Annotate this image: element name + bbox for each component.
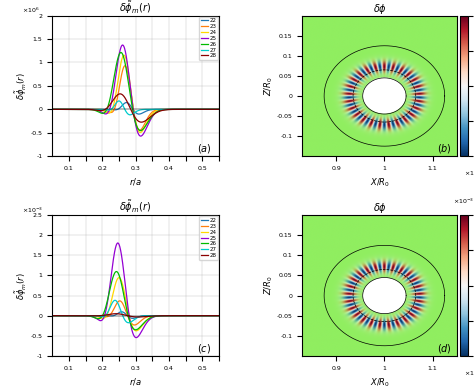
Text: $\times 10^6$: $\times 10^6$ bbox=[465, 368, 474, 378]
X-axis label: $r/a$: $r/a$ bbox=[129, 176, 142, 187]
Title: $\delta\phi$: $\delta\phi$ bbox=[373, 201, 387, 215]
Legend: 22, 23, 24, 25, 26, 27, 28: 22, 23, 24, 25, 26, 27, 28 bbox=[199, 17, 218, 60]
Text: $\times 10^{-3}$: $\times 10^{-3}$ bbox=[453, 197, 474, 206]
Text: $(b)$: $(b)$ bbox=[437, 142, 452, 156]
X-axis label: $X/R_0$: $X/R_0$ bbox=[370, 176, 390, 189]
Text: $(c)$: $(c)$ bbox=[197, 342, 211, 355]
Y-axis label: $Z/R_0$: $Z/R_0$ bbox=[263, 276, 275, 296]
Text: $(d)$: $(d)$ bbox=[437, 342, 452, 355]
Title: $\delta\tilde{\phi}_m(r)$: $\delta\tilde{\phi}_m(r)$ bbox=[119, 0, 152, 16]
X-axis label: $r/a$: $r/a$ bbox=[129, 376, 142, 387]
Title: $\delta\tilde{\phi}_m(r)$: $\delta\tilde{\phi}_m(r)$ bbox=[119, 198, 152, 215]
Title: $\delta\phi$: $\delta\phi$ bbox=[373, 2, 387, 16]
Text: $\times 10^{-3}$: $\times 10^{-3}$ bbox=[22, 205, 44, 215]
X-axis label: $X/R_0$: $X/R_0$ bbox=[370, 376, 390, 389]
Text: $\times 10^6$: $\times 10^6$ bbox=[465, 169, 474, 178]
Y-axis label: $\delta\tilde{\phi}_m(r)$: $\delta\tilde{\phi}_m(r)$ bbox=[13, 72, 29, 100]
Y-axis label: $\delta\tilde{\phi}_m(r)$: $\delta\tilde{\phi}_m(r)$ bbox=[13, 272, 29, 300]
Text: $\times 10^6$: $\times 10^6$ bbox=[22, 6, 40, 15]
Legend: 22, 23, 24, 25, 26, 27, 28: 22, 23, 24, 25, 26, 27, 28 bbox=[199, 216, 218, 260]
Text: $(a)$: $(a)$ bbox=[197, 142, 212, 156]
Y-axis label: $Z/R_0$: $Z/R_0$ bbox=[263, 76, 275, 96]
